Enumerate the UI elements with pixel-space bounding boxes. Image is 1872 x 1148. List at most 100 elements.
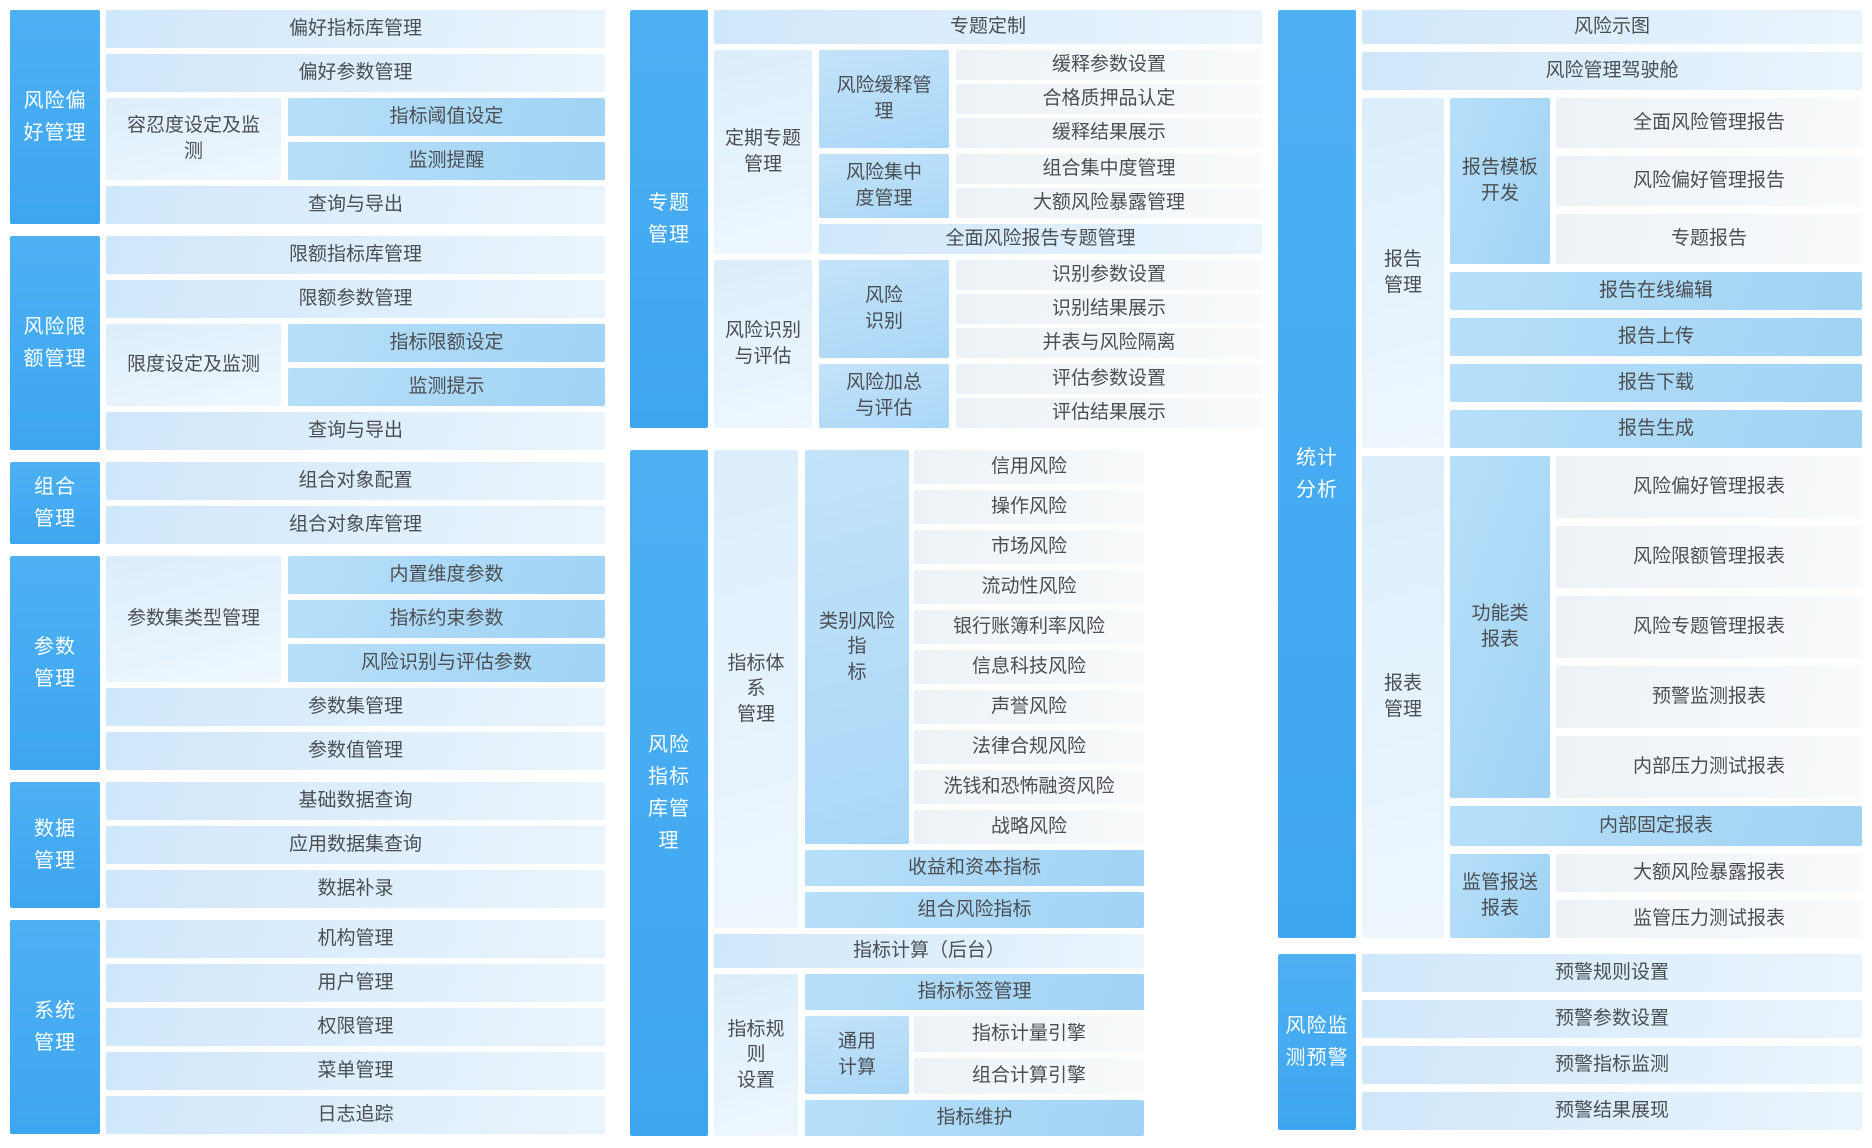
menu-cell: 收益和资本指标 xyxy=(805,850,1144,886)
menu-cell: 权限管理 xyxy=(106,1008,605,1046)
menu-cell: 内部固定报表 xyxy=(1450,806,1862,846)
menu-cell: 基础数据查询 xyxy=(106,782,605,820)
section-body: 风险示图 风险管理驾驶舱 报告 管理 报告模板 开发 全面风险管理报告 风险偏好… xyxy=(1362,10,1862,938)
split-items: 指标限额设定 监测提示 xyxy=(288,324,605,406)
section-body: 基础数据查询 应用数据集查询 数据补录 xyxy=(106,782,605,908)
menu-cell: 指标约束参数 xyxy=(288,600,605,638)
leaf-list: 识别参数设置 识别结果展示 并表与风险隔离 xyxy=(956,260,1262,358)
leaf-list: 指标计量引擎 组合计算引擎 xyxy=(914,1016,1144,1094)
menu-cell: 查询与导出 xyxy=(106,412,605,450)
leaf-cell: 评估参数设置 xyxy=(956,364,1262,394)
leaf-cell: 组合计算引擎 xyxy=(914,1058,1144,1094)
menu-cell: 预警规则设置 xyxy=(1362,954,1862,992)
section-body: 偏好指标库管理 偏好参数管理 容忍度设定及监 测 指标阈值设定 监测提醒 查询与… xyxy=(106,10,605,224)
section-body: 参数集类型管理 内置维度参数 指标约束参数 风险识别与评估参数 参数集管理 参数… xyxy=(106,556,605,770)
module-label: 数据 管理 xyxy=(10,782,100,908)
leaf-cell: 识别参数设置 xyxy=(956,260,1262,290)
menu-cell: 报告下载 xyxy=(1450,364,1862,402)
section-statistical-analysis: 统计 分析 风险示图 风险管理驾驶舱 报告 管理 报告模板 开发 全面风险管理报… xyxy=(1278,10,1862,938)
group-body: 风险 识别 识别参数设置 识别结果展示 并表与风险隔离 风险加总 与评估 评估参… xyxy=(819,260,1262,428)
section-system-mgmt: 系统 管理 机构管理 用户管理 权限管理 菜单管理 日志追踪 xyxy=(10,920,605,1134)
leaf-list: 缓释参数设置 合格质押品认定 缓释结果展示 xyxy=(956,50,1262,148)
leaf-cell: 合格质押品认定 xyxy=(956,84,1262,114)
section-risk-preference-mgmt: 风险偏 好管理 偏好指标库管理 偏好参数管理 容忍度设定及监 测 指标阈值设定 … xyxy=(10,10,605,224)
leaf-list: 组合集中度管理 大额风险暴露管理 xyxy=(956,154,1262,218)
split-row: 容忍度设定及监 测 指标阈值设定 监测提醒 xyxy=(106,98,605,180)
leaf-cell: 内部压力测试报表 xyxy=(1556,736,1862,798)
menu-cell: 偏好参数管理 xyxy=(106,54,605,92)
risk-ident-group: 风险 识别 识别参数设置 识别结果展示 并表与风险隔离 xyxy=(819,260,1262,358)
split-row: 限度设定及监测 指标限额设定 监测提示 xyxy=(106,324,605,406)
section-body: 指标体系 管理 类别风险指 标 信用风险 操作风险 市场风险 流动性风险 银行账… xyxy=(714,450,1144,1136)
leaf-list: 风险偏好管理报表 风险限额管理报表 风险专题管理报表 预警监测报表 内部压力测试… xyxy=(1556,456,1862,798)
category-group: 类别风险指 标 信用风险 操作风险 市场风险 流动性风险 银行账簿利率风险 信息… xyxy=(805,450,1144,844)
menu-cell: 菜单管理 xyxy=(106,1052,605,1090)
submodule-label: 风险 识别 xyxy=(819,260,949,358)
menu-cell: 指标标签管理 xyxy=(805,974,1144,1010)
group-body: 指标标签管理 通用 计算 指标计量引擎 组合计算引擎 指标维护 xyxy=(805,974,1144,1136)
section-body: 预警规则设置 预警参数设置 预警指标监测 预警结果展现 xyxy=(1362,954,1862,1130)
regulatory-sheet-group: 监管报送 报表 大额风险暴露报表 监管压力测试报表 xyxy=(1450,854,1862,938)
section-parameter-mgmt: 参数 管理 参数集类型管理 内置维度参数 指标约束参数 风险识别与评估参数 参数… xyxy=(10,556,605,770)
leaf-cell: 全面风险管理报告 xyxy=(1556,98,1862,148)
leaf-cell: 风险专题管理报表 xyxy=(1556,596,1862,658)
submodule-label: 指标体系 管理 xyxy=(714,450,798,928)
menu-cell: 报告上传 xyxy=(1450,318,1862,356)
module-label: 组合 管理 xyxy=(10,462,100,544)
menu-cell: 全面风险报告专题管理 xyxy=(819,224,1262,254)
menu-cell: 指标限额设定 xyxy=(288,324,605,362)
section-body: 组合对象配置 组合对象库管理 xyxy=(106,462,605,544)
menu-cell: 指标维护 xyxy=(805,1100,1144,1136)
menu-cell: 参数集管理 xyxy=(106,688,605,726)
submodule-label: 功能类 报表 xyxy=(1450,456,1550,798)
submodule-label: 指标规则 设置 xyxy=(714,974,798,1136)
leaf-cell: 声誉风险 xyxy=(914,690,1144,724)
group-body: 类别风险指 标 信用风险 操作风险 市场风险 流动性风险 银行账簿利率风险 信息… xyxy=(805,450,1144,928)
section-data-mgmt: 数据 管理 基础数据查询 应用数据集查询 数据补录 xyxy=(10,782,605,908)
module-label: 系统 管理 xyxy=(10,920,100,1134)
module-label: 参数 管理 xyxy=(10,556,100,770)
menu-cell: 风险示图 xyxy=(1362,10,1862,44)
submodule-label: 风险加总 与评估 xyxy=(819,364,949,428)
left-column: 风险偏 好管理 偏好指标库管理 偏好参数管理 容忍度设定及监 测 指标阈值设定 … xyxy=(10,10,605,1134)
submodule-label: 通用 计算 xyxy=(805,1016,909,1094)
leaf-list: 大额风险暴露报表 监管压力测试报表 xyxy=(1556,854,1862,938)
leaf-list: 信用风险 操作风险 市场风险 流动性风险 银行账簿利率风险 信息科技风险 声誉风… xyxy=(914,450,1144,844)
submodule-label: 风险识别 与评估 xyxy=(714,260,812,428)
group-body: 报告模板 开发 全面风险管理报告 风险偏好管理报告 专题报告 报告在线编辑 报告… xyxy=(1450,98,1862,448)
indicator-rule-group: 指标规则 设置 指标标签管理 通用 计算 指标计量引擎 组合计算引擎 指标维护 xyxy=(714,974,1144,1136)
leaf-cell: 专题报告 xyxy=(1556,214,1862,264)
menu-cell: 组合对象库管理 xyxy=(106,506,605,544)
leaf-cell: 大额风险暴露管理 xyxy=(956,188,1262,218)
menu-cell: 组合对象配置 xyxy=(106,462,605,500)
leaf-cell: 银行账簿利率风险 xyxy=(914,610,1144,644)
section-risk-indicator-lib: 风险 指标 库管 理 指标体系 管理 类别风险指 标 信用风险 操作风险 市场风… xyxy=(630,450,1262,1136)
report-template-group: 报告模板 开发 全面风险管理报告 风险偏好管理报告 专题报告 xyxy=(1450,98,1862,264)
menu-cell: 风险识别与评估参数 xyxy=(288,644,605,682)
menu-cell: 预警指标监测 xyxy=(1362,1046,1862,1084)
leaf-cell: 缓释结果展示 xyxy=(956,118,1262,148)
submodule-label: 风险缓释管 理 xyxy=(819,50,949,148)
leaf-cell: 市场风险 xyxy=(914,530,1144,564)
submodule-label: 参数集类型管理 xyxy=(106,556,281,682)
submodule-label: 容忍度设定及监 测 xyxy=(106,98,281,180)
module-label: 风险限 额管理 xyxy=(10,236,100,450)
menu-cell: 限额参数管理 xyxy=(106,280,605,318)
leaf-cell: 大额风险暴露报表 xyxy=(1556,854,1862,892)
module-label: 风险监 测预警 xyxy=(1278,954,1356,1130)
menu-cell: 预警结果展现 xyxy=(1362,1092,1862,1130)
submodule-label: 报表 管理 xyxy=(1362,456,1444,938)
module-label: 专题 管理 xyxy=(630,10,708,428)
leaf-cell: 识别结果展示 xyxy=(956,294,1262,324)
sheet-mgmt-group: 报表 管理 功能类 报表 风险偏好管理报表 风险限额管理报表 风险专题管理报表 … xyxy=(1362,456,1862,938)
menu-cell: 预警参数设置 xyxy=(1362,1000,1862,1038)
menu-cell: 风险管理驾驶舱 xyxy=(1362,52,1862,90)
leaf-cell: 评估结果展示 xyxy=(956,398,1262,428)
submodule-label: 风险集中 度管理 xyxy=(819,154,949,218)
menu-cell: 日志追踪 xyxy=(106,1096,605,1134)
submodule-label: 限度设定及监测 xyxy=(106,324,281,406)
leaf-cell: 监管压力测试报表 xyxy=(1556,900,1862,938)
menu-cell: 报告在线编辑 xyxy=(1450,272,1862,310)
indicator-system-group: 指标体系 管理 类别风险指 标 信用风险 操作风险 市场风险 流动性风险 银行账… xyxy=(714,450,1144,928)
leaf-cell: 风险偏好管理报表 xyxy=(1556,456,1862,518)
